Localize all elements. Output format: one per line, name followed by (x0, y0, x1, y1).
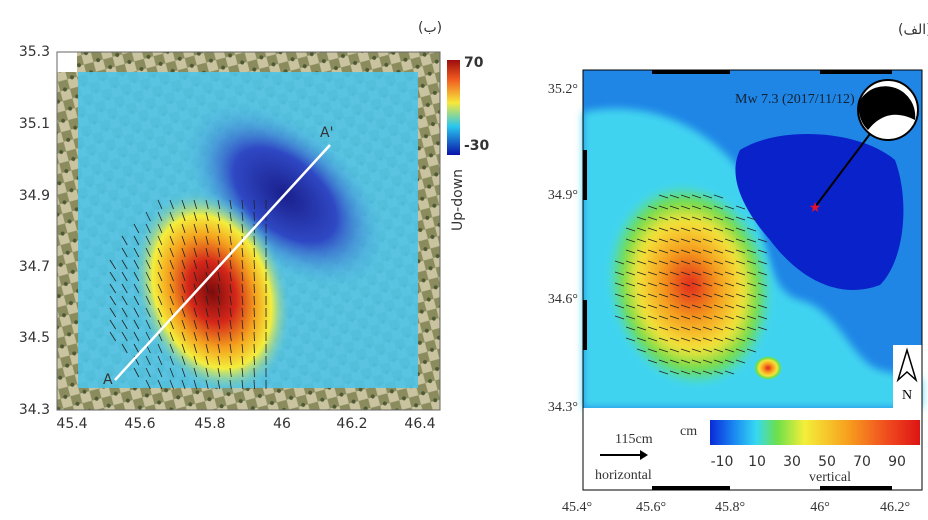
scale-caption: horizontal (595, 468, 652, 483)
x-tick-label: 46.2 (336, 416, 367, 432)
x-tick-label: 46° (810, 500, 830, 515)
y-tick-label: 34.5 (19, 330, 50, 346)
y-tick-label: 34.3 (19, 402, 50, 418)
y-tick-label: 35.1 (19, 116, 50, 132)
scale-length: 115cm (615, 432, 653, 447)
y-tick-label: 34.7 (19, 259, 50, 275)
colorbar-max: 70 (464, 55, 484, 71)
x-tick-label: 45.6° (636, 500, 666, 515)
x-tick-label: 46.2° (880, 500, 910, 515)
annotation: Mw 7.3 (2017/11/12) (735, 92, 855, 107)
x-tick-label: 45.8 (194, 416, 225, 432)
colorbar-tick-label: 10 (748, 454, 766, 470)
epicenter: ★ (809, 200, 822, 216)
colorbar-tick-label: -10 (711, 454, 734, 470)
corner (57, 52, 77, 72)
profile-end: A' (320, 125, 333, 141)
x-tick-label: 46.4 (404, 416, 435, 432)
x-tick-label: 45.4 (56, 416, 87, 432)
colorbar-title: vertical (809, 470, 851, 485)
colorbar-unit: cm (680, 424, 697, 439)
colorbar-tick-label: 90 (888, 454, 906, 470)
x-tick-label: 45.4° (562, 500, 592, 515)
north-label: N (902, 388, 912, 403)
colorbar-tick-label: 70 (853, 454, 871, 470)
colorbar (710, 420, 920, 445)
x-tick-label: 45.8° (715, 500, 745, 515)
colorbar-min: -30 (464, 138, 490, 154)
y-tick-label: 35.2° (548, 82, 578, 97)
y-tick-label: 34.9 (19, 188, 50, 204)
y-tick-label: 35.3 (19, 44, 50, 60)
x-tick-label: 45.6 (124, 416, 155, 432)
colorbar-tick-label: 30 (783, 454, 801, 470)
y-tick-label: 34.6° (548, 292, 578, 307)
figure: A A' (ب) 70 -30 Up-down 35.3 35.1 34.9 34.7… (0, 0, 928, 520)
uplift-spot (754, 356, 782, 380)
profile-start: A (103, 372, 113, 388)
y-tick-label: 34.9° (548, 188, 578, 203)
x-tick-label: 46 (273, 416, 291, 432)
y-tick-label: 34.3° (548, 400, 578, 415)
colorbar-title: Up-down (450, 169, 466, 231)
panel-label: (الف) (898, 22, 928, 38)
colorbar (447, 60, 460, 155)
colorbar-tick-label: 50 (818, 454, 836, 470)
panel-label: (ب) (418, 20, 442, 36)
